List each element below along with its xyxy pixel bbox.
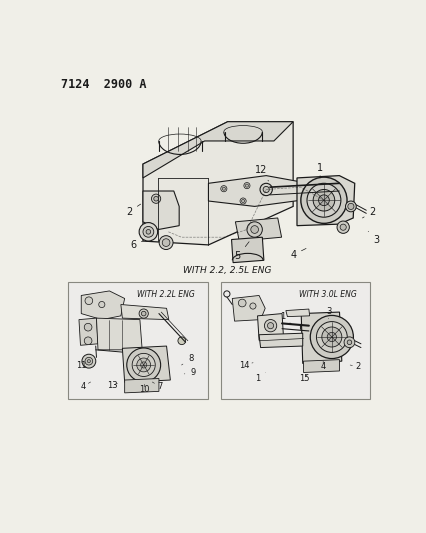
- Circle shape: [136, 358, 150, 372]
- Text: 6: 6: [130, 240, 143, 250]
- Polygon shape: [235, 218, 281, 241]
- Circle shape: [306, 183, 340, 217]
- Circle shape: [139, 309, 148, 318]
- Circle shape: [259, 183, 272, 196]
- Text: 12: 12: [254, 165, 268, 181]
- Bar: [67, 282, 208, 399]
- Text: WITH 3.0L ENG: WITH 3.0L ENG: [299, 289, 357, 298]
- Text: 4: 4: [320, 361, 325, 371]
- Circle shape: [159, 236, 173, 249]
- Circle shape: [139, 223, 157, 241]
- Circle shape: [127, 348, 160, 382]
- Polygon shape: [231, 237, 263, 263]
- Text: WITH 2.2, 2.5L ENG: WITH 2.2, 2.5L ENG: [183, 265, 271, 274]
- Circle shape: [312, 189, 334, 211]
- Circle shape: [262, 187, 269, 192]
- Polygon shape: [121, 304, 168, 320]
- Circle shape: [132, 353, 155, 376]
- Circle shape: [151, 194, 160, 203]
- Polygon shape: [208, 175, 312, 206]
- Circle shape: [326, 333, 336, 342]
- Text: 1: 1: [279, 312, 291, 324]
- Polygon shape: [143, 122, 293, 178]
- Text: 14: 14: [238, 360, 253, 369]
- Circle shape: [178, 337, 185, 345]
- Circle shape: [343, 337, 354, 348]
- Circle shape: [345, 201, 355, 212]
- Circle shape: [85, 357, 92, 365]
- Text: WITH 2.2L ENG: WITH 2.2L ENG: [137, 289, 195, 298]
- Circle shape: [143, 227, 153, 237]
- Circle shape: [310, 316, 353, 359]
- Text: 3: 3: [367, 231, 378, 245]
- Polygon shape: [143, 191, 179, 230]
- Text: 8: 8: [181, 354, 193, 365]
- Text: 11: 11: [76, 360, 86, 369]
- Circle shape: [141, 311, 146, 316]
- Text: 2: 2: [349, 362, 360, 371]
- Circle shape: [222, 187, 225, 190]
- Circle shape: [140, 362, 147, 368]
- Circle shape: [300, 321, 312, 333]
- Circle shape: [300, 177, 346, 223]
- Circle shape: [318, 195, 328, 206]
- Text: 2: 2: [362, 207, 375, 218]
- Polygon shape: [81, 291, 124, 320]
- Circle shape: [336, 221, 348, 233]
- Polygon shape: [259, 333, 302, 348]
- Circle shape: [246, 222, 262, 237]
- Text: 5: 5: [234, 242, 248, 262]
- Circle shape: [239, 198, 246, 204]
- Text: 1: 1: [254, 373, 265, 383]
- Circle shape: [267, 322, 273, 329]
- Circle shape: [87, 360, 90, 362]
- Polygon shape: [232, 295, 265, 321]
- Polygon shape: [300, 312, 341, 364]
- Circle shape: [249, 303, 256, 309]
- Text: 4: 4: [80, 382, 90, 391]
- Circle shape: [84, 324, 92, 331]
- Circle shape: [85, 297, 92, 304]
- Polygon shape: [79, 318, 98, 345]
- Circle shape: [245, 184, 248, 187]
- Circle shape: [146, 230, 150, 234]
- Circle shape: [340, 224, 345, 230]
- Text: 3: 3: [325, 306, 331, 319]
- Text: 15: 15: [298, 374, 308, 383]
- Text: 7124  2900 A: 7124 2900 A: [60, 78, 146, 91]
- Circle shape: [321, 327, 341, 347]
- Text: 10: 10: [139, 384, 150, 394]
- Circle shape: [347, 203, 353, 209]
- Polygon shape: [122, 346, 170, 382]
- Circle shape: [238, 299, 245, 307]
- Polygon shape: [285, 309, 309, 317]
- Circle shape: [250, 225, 258, 233]
- Polygon shape: [296, 175, 354, 225]
- Polygon shape: [96, 318, 142, 350]
- Circle shape: [98, 302, 105, 308]
- Polygon shape: [143, 122, 293, 245]
- Circle shape: [162, 239, 170, 246]
- Polygon shape: [257, 313, 283, 340]
- Circle shape: [153, 196, 158, 201]
- Text: 9: 9: [184, 368, 195, 377]
- Text: 2: 2: [126, 204, 140, 217]
- Circle shape: [346, 340, 351, 345]
- Circle shape: [316, 321, 346, 352]
- Text: 1: 1: [316, 163, 322, 178]
- Circle shape: [303, 324, 309, 330]
- Text: 7: 7: [152, 382, 162, 391]
- Bar: [220, 282, 369, 399]
- Circle shape: [241, 199, 244, 203]
- Polygon shape: [303, 360, 339, 373]
- Circle shape: [220, 185, 226, 192]
- Circle shape: [243, 182, 250, 189]
- Polygon shape: [124, 378, 158, 393]
- Text: 13: 13: [106, 381, 117, 390]
- Text: 4: 4: [289, 248, 305, 260]
- Circle shape: [84, 337, 92, 345]
- Circle shape: [82, 354, 95, 368]
- Circle shape: [264, 319, 276, 332]
